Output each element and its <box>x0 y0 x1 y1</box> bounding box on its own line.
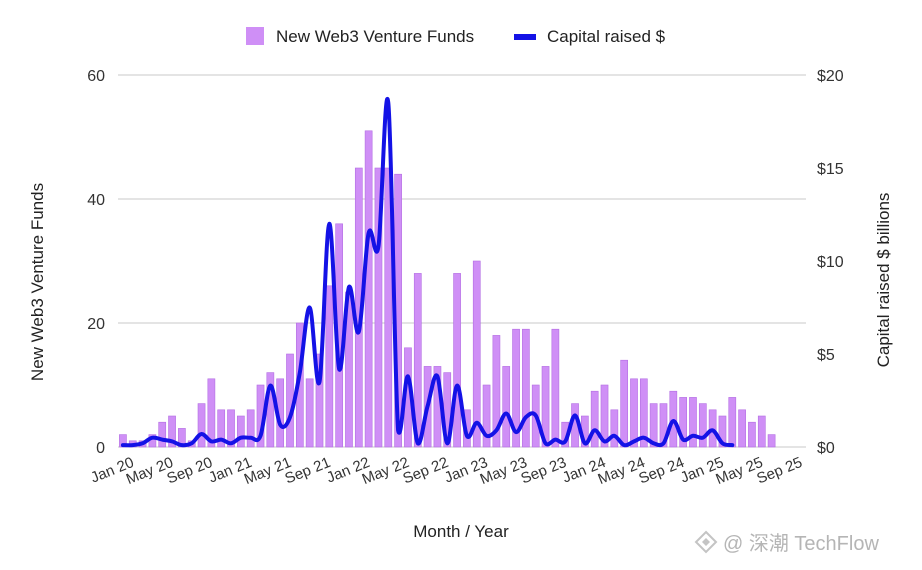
bar <box>512 328 520 448</box>
bar <box>246 409 255 448</box>
bar <box>630 378 638 448</box>
x-axis-title: Month / Year <box>413 522 509 541</box>
left-tick-label: 40 <box>87 192 105 209</box>
bar <box>698 403 707 448</box>
bar <box>237 415 245 448</box>
left-tick-label: 0 <box>96 440 105 457</box>
bar <box>158 421 167 448</box>
bar <box>207 378 216 448</box>
bar <box>590 390 599 448</box>
right-tick-label: $10 <box>817 254 844 271</box>
bar <box>620 359 629 448</box>
legend-label-line: Capital raised $ <box>547 27 666 46</box>
watermark: @ 深潮 TechFlow <box>694 530 879 555</box>
bar <box>413 273 422 448</box>
bar <box>551 328 560 448</box>
left-tick-label: 60 <box>87 68 105 85</box>
bar <box>315 353 324 448</box>
bar <box>600 384 609 448</box>
right-tick-label: $0 <box>817 440 835 457</box>
bar <box>374 167 383 448</box>
legend-swatch-line <box>514 34 536 40</box>
bar <box>659 403 668 448</box>
bar <box>197 403 206 448</box>
legend: New Web3 Venture Funds Capital raised $ <box>246 27 666 46</box>
bar <box>217 409 226 448</box>
left-axis-ticks: 0 20 40 60 <box>87 68 105 457</box>
watermark-text: @ 深潮 TechFlow <box>723 532 879 555</box>
legend-label-bars: New Web3 Venture Funds <box>276 27 474 46</box>
y-axis-right-title: Capital raised $ billions <box>874 193 893 368</box>
bar <box>541 366 550 448</box>
bar <box>767 434 776 448</box>
bar <box>168 415 176 448</box>
x-tick-label: Sep 25 <box>754 454 804 488</box>
bar <box>492 335 501 448</box>
line-series <box>120 97 735 448</box>
bar <box>718 415 727 448</box>
bar <box>649 403 658 448</box>
bar <box>364 130 373 448</box>
legend-swatch-bars <box>246 27 264 45</box>
capital-raised-line <box>120 97 735 448</box>
bar <box>679 397 687 448</box>
bar <box>738 409 746 448</box>
bar <box>227 409 235 448</box>
bar <box>689 397 697 448</box>
bar <box>453 273 461 448</box>
bar <box>757 415 766 448</box>
bar <box>384 167 393 448</box>
bar <box>728 397 737 448</box>
bar <box>305 378 314 448</box>
bar <box>522 328 530 448</box>
grid-lines <box>118 74 806 448</box>
bar-series <box>119 130 776 448</box>
left-tick-label: 20 <box>87 316 105 333</box>
bar <box>325 285 334 448</box>
bar <box>610 409 619 448</box>
watermark-logo-icon <box>694 530 718 554</box>
right-tick-label: $20 <box>817 68 844 85</box>
bar <box>748 421 756 448</box>
bar <box>502 366 511 448</box>
y-axis-left-title: New Web3 Venture Funds <box>28 183 47 381</box>
right-tick-label: $5 <box>817 347 835 364</box>
bar <box>472 260 481 448</box>
right-tick-label: $15 <box>817 161 844 178</box>
right-axis-ticks: $0 $5 $10 $15 $20 <box>817 68 844 457</box>
bar <box>639 378 648 448</box>
bar <box>482 384 491 448</box>
